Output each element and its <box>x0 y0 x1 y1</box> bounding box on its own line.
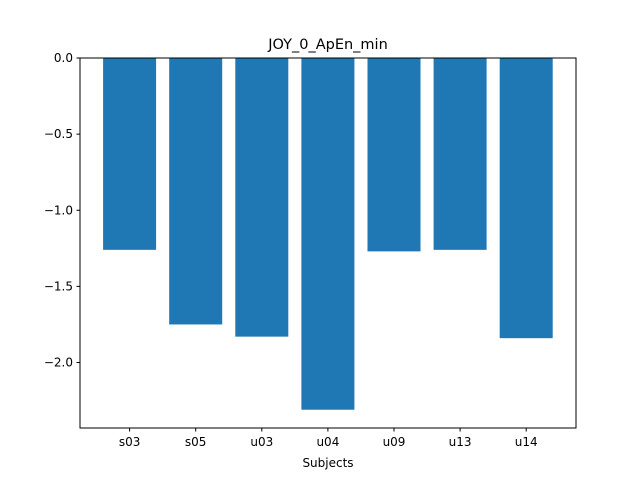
x-tick-label-u04: u04 <box>316 435 339 449</box>
x-tick-label-u03: u03 <box>250 435 273 449</box>
y-tick-label-4: −2.0 <box>44 356 73 370</box>
x-tick-label-u13: u13 <box>449 435 472 449</box>
y-tick-label-2: −1.0 <box>44 203 73 217</box>
x-axis-label: Subjects <box>302 456 353 470</box>
bar-u04 <box>301 58 355 410</box>
bar-s05 <box>169 58 223 325</box>
bar-u14 <box>499 58 553 339</box>
x-axis: s03 s05 u03 u04 u09 u13 u14 <box>119 428 538 449</box>
y-axis: 0.0 −0.5 −1.0 −1.5 −2.0 <box>44 51 80 370</box>
y-tick-label-1: −0.5 <box>44 127 73 141</box>
bar-u03 <box>235 58 289 337</box>
chart-title: JOY_0_ApEn_min <box>267 37 388 53</box>
bars-group <box>103 58 553 410</box>
x-tick-label-u09: u09 <box>383 435 406 449</box>
bar-s03 <box>103 58 157 250</box>
x-tick-label-s03: s03 <box>119 435 141 449</box>
x-tick-label-s05: s05 <box>185 435 207 449</box>
bar-u13 <box>433 58 487 250</box>
y-tick-label-0: 0.0 <box>54 51 73 65</box>
bar-u09 <box>367 58 421 252</box>
x-tick-label-u14: u14 <box>515 435 538 449</box>
y-tick-label-3: −1.5 <box>44 279 73 293</box>
